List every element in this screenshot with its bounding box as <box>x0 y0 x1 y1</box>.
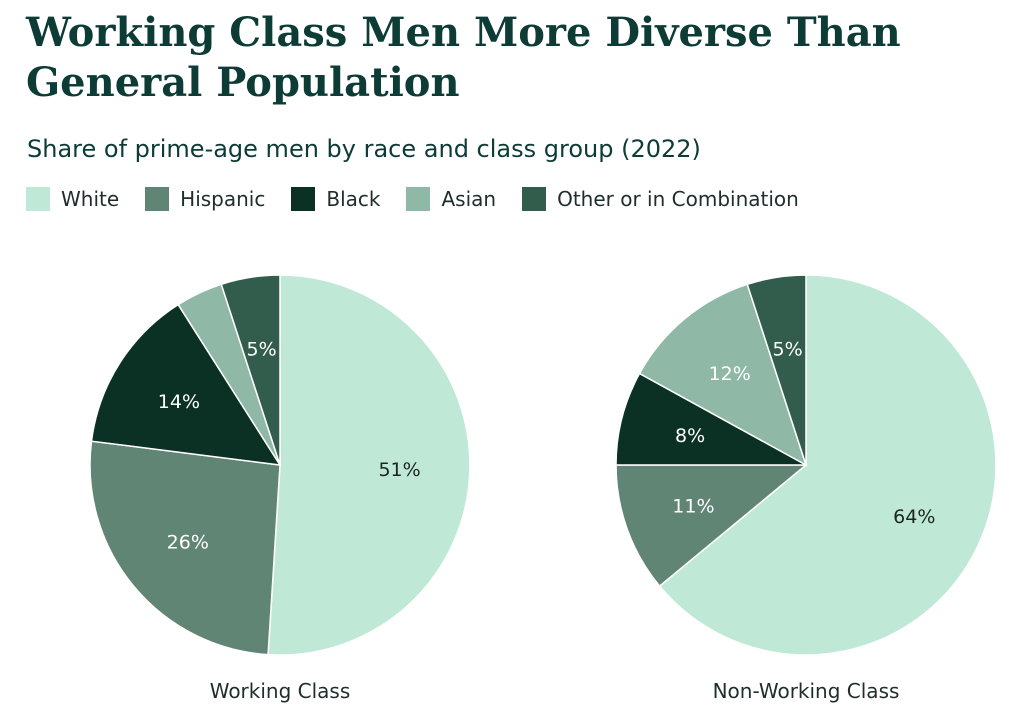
legend-label-other: Other or in Combination <box>557 187 799 211</box>
pie-slice-working-class-black <box>90 303 282 466</box>
pie-slice-non-working-class-asian <box>638 283 808 467</box>
pie-slice-working-class-white <box>267 274 471 656</box>
legend-item-black: Black <box>291 187 380 211</box>
legend-swatch-other <box>522 187 547 211</box>
pie-caption-non-working-class: Non-Working Class <box>713 679 900 703</box>
pie-label-working-class-hispanic: 26% <box>167 531 209 553</box>
legend-label-black: Black <box>326 187 381 211</box>
pie-label-non-working-class-black: 8% <box>675 425 705 447</box>
legend-swatch-asian <box>406 187 431 211</box>
legend-item-white: White <box>26 187 119 211</box>
legend-label-asian: Asian <box>441 187 497 211</box>
pie-non-working-class: 64% 11% 8% 12% 5% <box>615 274 997 656</box>
legend: White Hispanic Black Asian Other or in C… <box>26 187 825 211</box>
legend-item-asian: Asian <box>406 187 496 211</box>
pie-label-non-working-class-asian: 12% <box>709 363 751 385</box>
chart-title: Working Class Men More Diverse Than Gene… <box>26 9 901 106</box>
legend-label-white: White <box>61 187 120 211</box>
pie-slice-non-working-class-white <box>658 274 997 656</box>
legend-item-hispanic: Hispanic <box>145 187 265 211</box>
pie-label-non-working-class-hispanic: 11% <box>672 496 714 518</box>
pie-caption-working-class: Working Class <box>210 679 351 703</box>
pie-label-non-working-class-white: 64% <box>893 506 935 528</box>
legend-swatch-black <box>291 187 316 211</box>
pie-label-working-class-white: 51% <box>378 459 420 481</box>
pie-label-working-class-black: 14% <box>158 391 200 413</box>
pie-charts: 51%26%14%5% 64%11%8%12%5% Working Class … <box>89 274 997 703</box>
legend-label-hispanic: Hispanic <box>180 187 266 211</box>
pie-slice-non-working-class-hispanic <box>615 464 809 588</box>
legend-swatch-hispanic <box>145 187 170 211</box>
legend-swatch-white <box>26 187 50 211</box>
pie-label-working-class-other-or-in-combination: 5% <box>247 339 277 361</box>
pie-slice-non-working-class-black <box>615 372 807 466</box>
legend-item-other: Other or in Combination <box>522 187 799 211</box>
pie-label-non-working-class-other-or-in-combination: 5% <box>773 339 803 361</box>
pie-slice-working-class-other-or-in-combination <box>220 274 281 466</box>
pie-slice-non-working-class-other-or-in-combination <box>746 274 807 466</box>
chart-subtitle: Share of prime-age men by race and class… <box>27 135 701 163</box>
pie-working-class: 51% 26% 14% 5% <box>89 274 471 656</box>
pie-slice-working-class-hispanic <box>89 440 281 656</box>
